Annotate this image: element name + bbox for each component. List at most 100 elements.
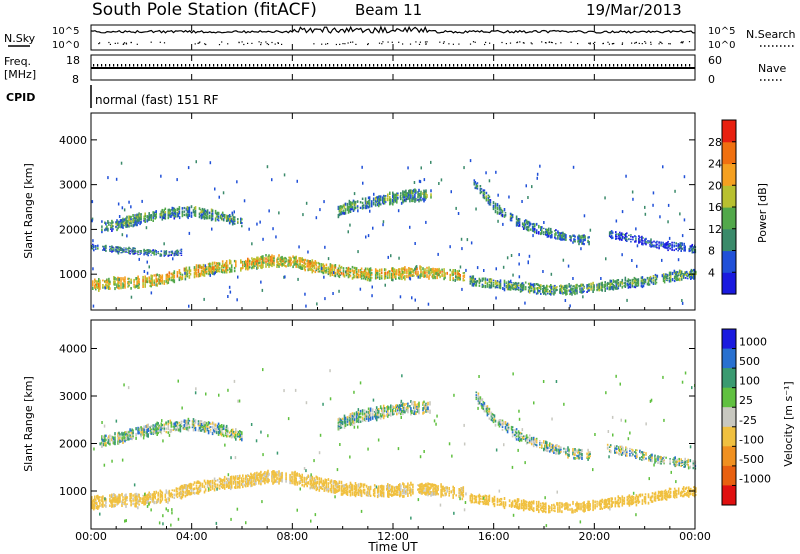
heatmap-cell xyxy=(329,480,332,484)
heatmap-cell xyxy=(197,491,200,495)
heatmap-cell xyxy=(528,290,531,294)
heatmap-cell xyxy=(424,197,426,201)
heatmap-cell xyxy=(667,220,669,224)
heatmap-cell xyxy=(312,269,315,272)
heatmap-cell xyxy=(133,283,135,286)
heatmap-cell xyxy=(287,259,289,263)
heatmap-cell xyxy=(569,290,571,293)
heatmap-cell xyxy=(233,478,236,481)
heatmap-cell xyxy=(229,268,232,273)
heatmap-cell xyxy=(94,500,96,505)
heatmap-cell xyxy=(198,215,201,219)
heatmap-cell xyxy=(337,274,340,277)
heatmap-cell xyxy=(370,273,373,276)
heatmap-cell xyxy=(279,473,281,476)
heatmap-cell xyxy=(229,485,232,491)
heatmap-cell xyxy=(128,246,130,249)
heatmap-cell xyxy=(340,424,343,426)
heatmap-cell xyxy=(347,206,350,210)
nave-dot xyxy=(257,64,259,67)
nave-dot xyxy=(245,64,247,67)
heatmap-cell xyxy=(351,418,354,421)
heatmap-cell xyxy=(132,214,134,218)
heatmap-cell xyxy=(625,233,627,236)
heatmap-cell xyxy=(617,279,620,281)
heatmap-cell xyxy=(174,210,177,214)
heatmap-cell xyxy=(644,242,646,245)
heatmap-cell xyxy=(576,283,578,287)
heatmap-cell xyxy=(444,277,446,279)
heatmap-cell xyxy=(374,271,377,274)
heatmap-cell xyxy=(233,222,236,225)
heatmap-cell xyxy=(575,284,577,287)
heatmap-cell xyxy=(397,489,399,492)
heatmap-cell xyxy=(363,491,366,495)
heatmap-cell xyxy=(237,218,239,220)
heatmap-cell xyxy=(239,438,241,441)
heatmap-cell xyxy=(495,267,497,271)
heatmap-cell xyxy=(367,407,370,411)
heatmap-cell xyxy=(125,505,127,508)
heatmap-cell xyxy=(173,489,176,492)
heatmap-cell xyxy=(359,412,362,415)
heatmap-cell xyxy=(575,286,577,289)
heatmap-cell xyxy=(181,207,184,210)
heatmap-cell xyxy=(200,216,203,220)
heatmap-cell xyxy=(211,484,214,488)
heatmap-cell xyxy=(105,498,107,502)
heatmap-cell xyxy=(430,160,432,164)
heatmap-cell xyxy=(318,488,321,492)
heatmap-cell xyxy=(438,267,440,272)
heatmap-cell xyxy=(390,201,392,205)
heatmap-cell xyxy=(496,206,499,211)
heatmap-cell xyxy=(635,239,637,241)
heatmap-cell xyxy=(616,237,618,240)
heatmap-cell xyxy=(563,235,565,237)
heatmap-cell xyxy=(359,420,362,423)
heatmap-cell xyxy=(688,250,691,253)
heatmap-cell xyxy=(112,438,114,442)
heatmap-cell xyxy=(423,194,425,199)
heatmap-cell xyxy=(242,485,244,489)
heatmap-cell xyxy=(512,287,515,289)
heatmap-cell xyxy=(406,488,408,492)
heatmap-cell xyxy=(362,274,365,277)
heatmap-cell xyxy=(174,212,177,216)
heatmap-cell xyxy=(127,251,129,253)
heatmap-cell xyxy=(176,421,179,424)
heatmap-cell xyxy=(207,269,210,273)
heatmap-cell xyxy=(201,425,204,428)
heatmap-cell xyxy=(129,428,131,432)
nsearch-dot xyxy=(117,42,119,44)
heatmap-cell xyxy=(160,426,163,431)
heatmap-cell xyxy=(377,409,380,412)
heatmap-cell xyxy=(338,206,341,210)
heatmap-cell xyxy=(155,490,157,494)
heatmap-cell xyxy=(549,292,551,295)
heatmap-cell xyxy=(381,485,384,488)
heatmap-cell xyxy=(337,269,340,272)
heatmap-cell xyxy=(145,425,147,428)
heatmap-cell xyxy=(124,500,126,504)
heatmap-cell xyxy=(276,258,278,263)
heatmap-cell xyxy=(144,502,146,506)
heatmap-cell xyxy=(278,481,280,485)
heatmap-cell xyxy=(403,191,405,195)
heatmap-cell xyxy=(252,265,254,269)
heatmap-cell xyxy=(182,486,185,489)
heatmap-cell xyxy=(395,489,397,492)
nave-dot xyxy=(685,64,687,67)
heatmap-cell xyxy=(171,279,174,282)
heatmap-cell xyxy=(133,219,135,223)
heatmap-cell xyxy=(623,285,626,287)
heatmap-cell xyxy=(278,254,280,257)
heatmap-cell xyxy=(106,278,108,281)
heatmap-cell xyxy=(573,238,575,241)
heatmap-cell xyxy=(522,285,525,288)
heatmap-cell xyxy=(339,210,342,213)
heatmap-cell xyxy=(251,242,253,246)
heatmap-cell xyxy=(363,414,366,417)
heatmap-cell xyxy=(248,481,250,484)
heatmap-cell xyxy=(683,274,686,276)
heatmap-cell xyxy=(513,286,516,289)
